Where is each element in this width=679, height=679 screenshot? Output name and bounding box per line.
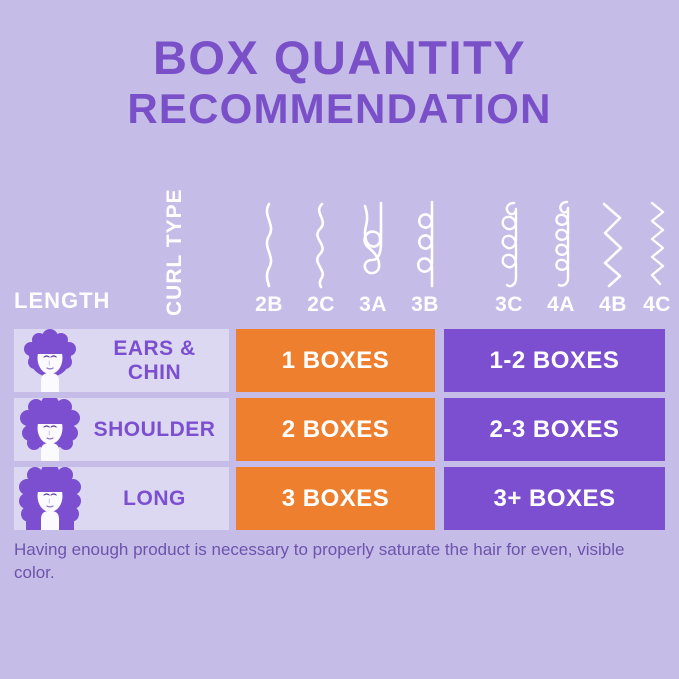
row-label-text: LONG — [123, 486, 186, 510]
curl-code-3b: 3B — [411, 293, 439, 316]
title-line-1: BOX QUANTITY — [152, 31, 527, 84]
coil-5-loop-icon — [538, 200, 584, 290]
cell-value: 1-2 BOXES — [489, 346, 620, 374]
wave-loose-icon — [246, 200, 292, 290]
cell-purple-row-1: 2-3 BOXES — [444, 398, 665, 461]
title-line-2: RECOMMENDATION — [127, 84, 552, 132]
curl-code-3a: 3A — [359, 293, 387, 316]
cell-value: 1 BOXES — [281, 346, 390, 374]
curl-type-code-row: 2B 2C 3A 3B 3C 4A 4B 4C — [240, 293, 670, 317]
page-title: BOX QUANTITY RECOMMENDATION — [0, 34, 679, 131]
curl-type-icon-row — [240, 200, 670, 290]
curl-code-3c: 3C — [495, 293, 523, 316]
table-row: EARS & CHIN 1 BOXES 1-2 BOXES — [14, 329, 665, 392]
cell-purple-row-2: 3+ BOXES — [444, 467, 665, 530]
row-label-long: LONG — [14, 467, 229, 530]
curl-type-header: CURL TYPE — [163, 188, 218, 316]
cell-orange-row-1: 2 BOXES — [236, 398, 435, 461]
coil-4-loop-icon — [486, 200, 532, 290]
recommendation-table: EARS & CHIN 1 BOXES 1-2 BOXES — [14, 329, 665, 531]
row-label-text: SHOULDER — [93, 417, 216, 441]
row-label-text: EARS & CHIN — [113, 336, 196, 384]
cell-value: 3+ BOXES — [493, 484, 616, 512]
zigzag-tight-icon — [634, 200, 679, 290]
table-row: SHOULDER 2 BOXES 2-3 BOXES — [14, 398, 665, 461]
cell-value: 3 BOXES — [281, 484, 390, 512]
woman-short-afro-icon — [14, 329, 86, 392]
woman-long-afro-icon — [14, 467, 86, 530]
table-row: LONG 3 BOXES 3+ BOXES — [14, 467, 665, 530]
woman-medium-afro-icon — [14, 398, 86, 461]
curl-type-header-label: CURL TYPE — [163, 188, 186, 316]
cell-orange-row-0: 1 BOXES — [236, 329, 435, 392]
curl-code-4b: 4B — [599, 293, 627, 316]
cell-purple-row-0: 1-2 BOXES — [444, 329, 665, 392]
zigzag-wide-icon — [590, 200, 636, 290]
wave-tight-icon — [298, 200, 344, 290]
cell-value: 2 BOXES — [281, 415, 390, 443]
curl-2-loop-icon — [350, 200, 396, 290]
curl-code-2c: 2C — [307, 293, 335, 316]
curl-code-4c: 4C — [643, 293, 671, 316]
row-label-ears-and-chin: EARS & CHIN — [14, 329, 229, 392]
footnote-text: Having enough product is necessary to pr… — [14, 540, 625, 582]
cell-orange-row-2: 3 BOXES — [236, 467, 435, 530]
curl-code-2b: 2B — [255, 293, 283, 316]
row-label-shoulder: SHOULDER — [14, 398, 229, 461]
curl-3-loop-icon — [402, 200, 448, 290]
length-header-label: LENGTH — [14, 288, 111, 313]
cell-value: 2-3 BOXES — [489, 415, 620, 443]
curl-code-4a: 4A — [547, 293, 575, 316]
